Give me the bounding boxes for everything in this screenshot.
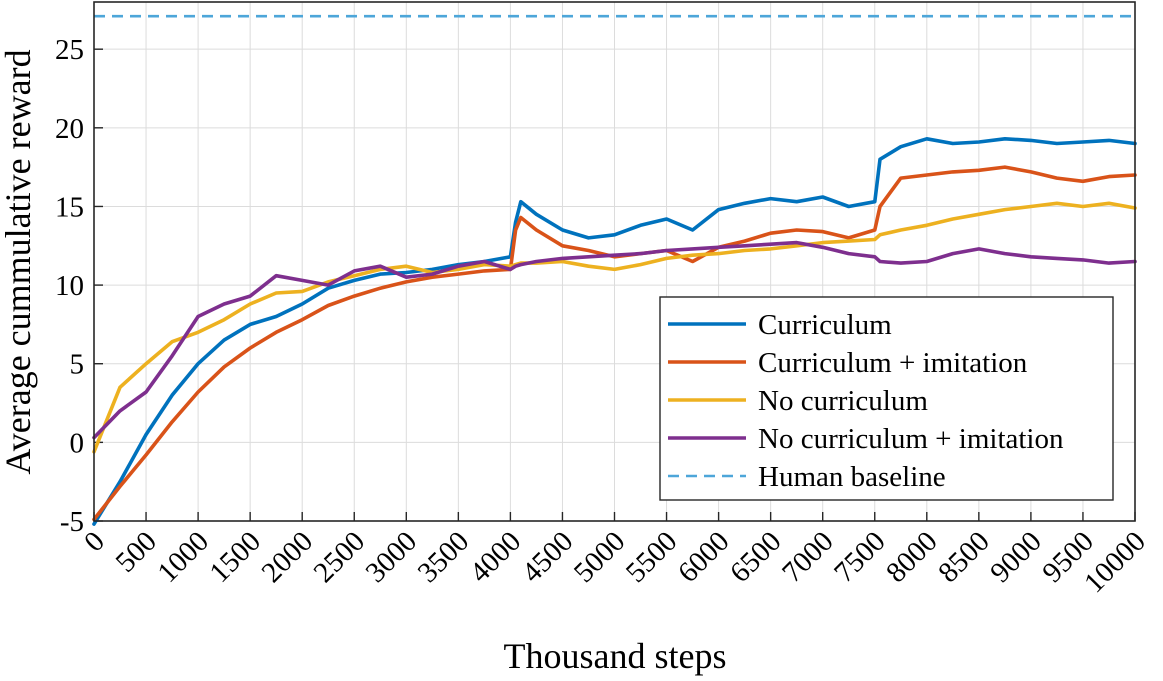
y-tick-label: 0 [70, 427, 85, 459]
y-tick-label: 15 [55, 191, 84, 223]
plot-frame [93, 1, 1136, 522]
y-tick-label: 5 [70, 349, 85, 381]
y-tick-label: 10 [55, 270, 84, 302]
series-line-3 [92, 240, 1137, 440]
x-tick-label: 7000 [776, 525, 840, 589]
y-axis-label: Average cummulative reward [0, 49, 38, 474]
legend-label: Curriculum [758, 309, 892, 341]
x-tick-label: 4500 [516, 525, 580, 589]
x-tick-label: 8000 [880, 525, 944, 589]
legend-label: Human baseline [758, 461, 946, 493]
y-tick-label: -5 [60, 506, 84, 538]
series-line-1 [92, 165, 1137, 522]
x-tick-label: 10000 [1078, 525, 1152, 599]
x-tick-label: 0 [78, 525, 111, 558]
x-tick-label: 3500 [412, 525, 476, 589]
legend-label: No curriculum + imitation [758, 423, 1064, 455]
x-tick-label: 3000 [360, 525, 424, 589]
series-line-2 [92, 201, 1137, 454]
y-tick-label: 25 [55, 34, 84, 66]
x-tick-label: 6000 [672, 525, 736, 589]
x-tick-label: 1000 [151, 525, 215, 589]
x-tick-label: 4000 [464, 525, 528, 589]
x-tick-label: 5000 [568, 525, 632, 589]
x-tick-label: 2500 [308, 525, 372, 589]
x-tick-label: 9000 [984, 525, 1048, 589]
series-layer [92, 137, 1137, 526]
x-tick-label: 2000 [256, 525, 320, 589]
x-tick-label: 1500 [203, 525, 267, 589]
y-tick-label: 20 [55, 113, 84, 145]
x-tick-label: 6500 [724, 525, 788, 589]
series-line-0 [92, 137, 1137, 526]
legend: Curriculum Curriculum + imitation No curri… [659, 296, 1114, 501]
legend-label: Curriculum + imitation [758, 347, 1028, 379]
x-tick-label: 5500 [620, 525, 684, 589]
legend-label: No curriculum [758, 385, 928, 417]
x-tick-labels: 0500100015002000250030003500400045005000… [78, 525, 1152, 599]
x-tick-label: 8500 [932, 525, 996, 589]
x-axis-label: Thousand steps [504, 636, 727, 676]
x-tick-label: 7500 [828, 525, 892, 589]
y-tick-labels: -5 0 5 10 15 20 25 [55, 34, 84, 538]
